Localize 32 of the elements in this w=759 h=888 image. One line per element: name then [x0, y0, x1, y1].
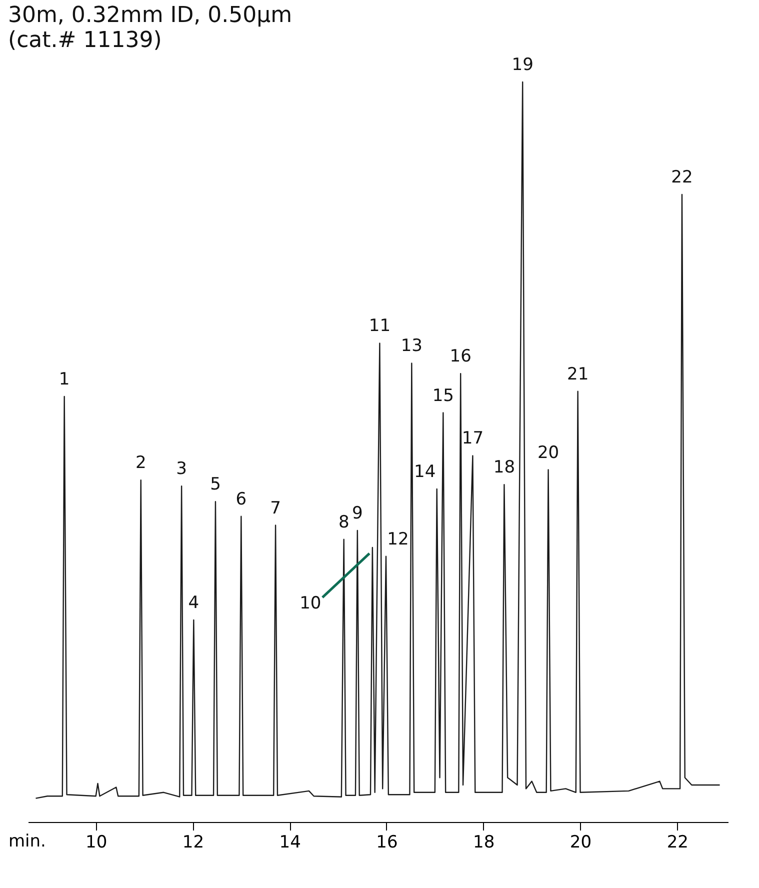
annotation: 3 — [176, 459, 187, 480]
x-tick-label: 10 — [86, 832, 108, 852]
annotation: 22 — [671, 167, 693, 188]
annotation: 6 — [236, 489, 247, 510]
chart-title: 30m, 0.32mm ID, 0.50µm — [8, 3, 292, 28]
annotation: 1 — [58, 370, 70, 390]
x-tick-label: 16 — [376, 832, 398, 852]
x-axis-title: min. — [8, 832, 46, 852]
annotation: 12 — [387, 529, 409, 550]
annotation: 5 — [210, 474, 221, 495]
annotation: 20 — [537, 442, 560, 463]
annotation: 17 — [462, 428, 484, 449]
x-tick-label: 14 — [279, 832, 301, 852]
x-tick-label: 18 — [473, 832, 495, 852]
annotation: 14 — [414, 462, 436, 482]
annotation: 8 — [338, 512, 350, 532]
annotation: 19 — [512, 55, 534, 75]
x-tick-label: 20 — [570, 832, 592, 852]
annotation: 21 — [567, 364, 589, 384]
annotation: 4 — [188, 592, 200, 613]
annotation: 16 — [450, 346, 472, 367]
x-tick-label: 22 — [666, 832, 688, 852]
x-tick-label: 12 — [182, 832, 204, 852]
annotation: 11 — [368, 316, 391, 336]
annotation: 13 — [400, 336, 422, 356]
chart-subtitle: (cat.# 11139) — [8, 28, 162, 53]
annotation: 2 — [135, 453, 146, 474]
annotation: 9 — [352, 503, 363, 524]
annotation: 7 — [270, 498, 281, 518]
annotation: 10 — [300, 593, 322, 614]
annotation: 15 — [432, 386, 454, 406]
annotation: 18 — [493, 458, 516, 478]
